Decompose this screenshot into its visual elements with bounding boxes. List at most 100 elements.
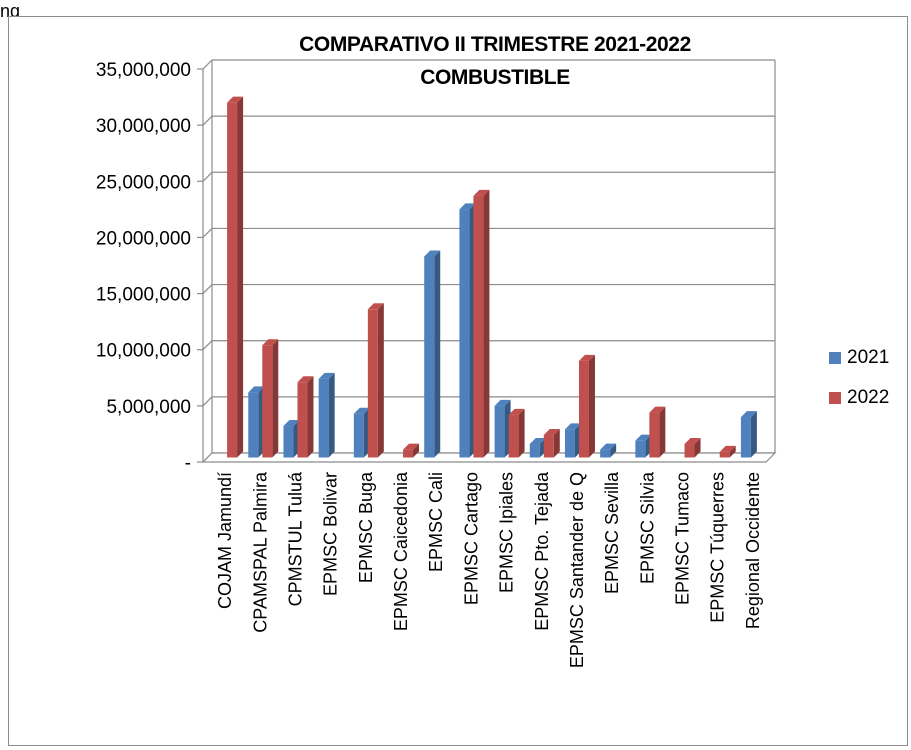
chart-subtitle: COMBUSTIBLE — [420, 66, 570, 89]
bar-2021-12 — [635, 440, 646, 458]
category-label: EPMSC Buga — [356, 471, 376, 583]
bar-top — [600, 443, 617, 450]
legend-swatch-2022 — [829, 392, 841, 404]
category-label: Regional Occidente — [743, 472, 763, 629]
bar-2021-10 — [564, 429, 575, 458]
gridline-depth — [202, 115, 213, 126]
category-label: CPAMSPAL Palmira — [250, 471, 270, 633]
legend-swatch-2021 — [829, 352, 841, 364]
bar-2021-6 — [424, 256, 435, 458]
bar-top — [508, 408, 525, 415]
bar-2022-0 — [227, 102, 238, 458]
y-tick-label: 5,000,000 — [106, 397, 191, 418]
bar-top — [684, 438, 701, 445]
category-label: EPMSC Cali — [426, 472, 446, 572]
category-label: EPMSC Bolivar — [321, 472, 341, 596]
bar-2022-1 — [262, 345, 273, 458]
bar-top — [424, 250, 441, 257]
y-tick-label: 25,000,000 — [96, 172, 191, 193]
bar-2021-1 — [248, 392, 259, 458]
bar-side — [610, 443, 617, 458]
bar-side — [588, 354, 595, 458]
gridline-depth — [202, 228, 213, 238]
bar-side — [750, 411, 757, 458]
category-label: EPMSC Caicedonia — [391, 471, 411, 631]
bar-top — [529, 438, 546, 445]
legend-item-2022: 2022 — [829, 386, 889, 410]
bar-2021-2 — [283, 426, 294, 458]
bar-2022-7 — [473, 195, 484, 458]
bar-top — [578, 354, 595, 361]
bar-top — [227, 96, 244, 103]
bar-top — [367, 303, 384, 310]
bar-top — [459, 203, 476, 210]
category-label: EPMSC Cartago — [461, 472, 481, 605]
legend: 2021 2022 — [829, 346, 889, 426]
bar-top — [318, 372, 335, 379]
bar-top — [564, 423, 581, 430]
bar-2022-12 — [649, 412, 660, 458]
bar-side — [483, 189, 490, 458]
bar-side — [328, 372, 335, 458]
bar-top — [494, 399, 511, 406]
bar-2021-4 — [353, 413, 364, 458]
bar-top — [719, 445, 736, 452]
bar-side — [553, 429, 560, 458]
legend-item-2021: 2021 — [829, 346, 889, 370]
bar-top — [297, 376, 314, 383]
bar-side — [518, 408, 525, 458]
category-label: EPMSC Ipiales — [497, 472, 517, 593]
bar-side — [237, 96, 244, 458]
bar-2022-8 — [508, 414, 519, 458]
bar-2021-8 — [494, 405, 505, 458]
bar-side — [377, 303, 384, 458]
bar-top — [543, 429, 560, 436]
bar-2021-15 — [740, 417, 751, 458]
gridline-depth — [202, 171, 213, 182]
bar-top — [740, 411, 757, 418]
y-tick-label: 10,000,000 — [96, 341, 191, 362]
gridline-depth — [202, 340, 213, 351]
category-label: EPMSC Pto. Tejada — [532, 471, 552, 631]
bar-side — [434, 250, 441, 458]
bar-2022-2 — [297, 382, 308, 458]
y-tick-label: 20,000,000 — [96, 228, 191, 249]
bar-top — [283, 420, 300, 427]
bar-side — [659, 406, 666, 458]
category-label: EPMSC Santander de Q — [567, 472, 587, 668]
gridline-depth — [202, 59, 213, 70]
bar-2022-13 — [684, 444, 695, 458]
bar-2021-11 — [600, 449, 611, 458]
category-label: EPMSC Tumaco — [673, 472, 693, 605]
bar-2022-4 — [367, 309, 378, 458]
category-label: COJAM Jamundí — [215, 472, 235, 609]
category-label: EPMSC Sevilla — [602, 471, 622, 594]
bar-top — [473, 189, 490, 196]
bar-side — [413, 443, 420, 458]
bar-top — [353, 407, 370, 414]
bar-side — [729, 445, 736, 458]
bar-2021-7 — [459, 209, 470, 458]
legend-label-2021: 2021 — [847, 347, 890, 368]
bar-2022-10 — [578, 360, 589, 458]
gridline-depth — [202, 284, 213, 294]
y-tick-label: 15,000,000 — [96, 285, 191, 306]
y-tick-label: 35,000,000 — [96, 60, 191, 81]
bar-side — [694, 438, 701, 458]
category-label: CPMSTUL Tuluá — [285, 471, 305, 606]
gridline-depth — [202, 396, 213, 407]
legend-label-2022: 2022 — [847, 387, 890, 408]
bar-top — [262, 339, 279, 346]
bar-2021-3 — [318, 378, 329, 458]
bar-2021-9 — [529, 444, 540, 458]
bar-2022-5 — [403, 449, 414, 458]
bar-side — [272, 339, 279, 458]
bar-top — [403, 443, 420, 450]
bar-2022-14 — [719, 451, 730, 458]
category-label: EPMSC Silvia — [637, 471, 657, 584]
y-tick-label: - — [185, 453, 191, 474]
y-tick-label: 30,000,000 — [96, 116, 191, 137]
chart-frame — [8, 16, 908, 746]
bar-2022-9 — [543, 435, 554, 458]
